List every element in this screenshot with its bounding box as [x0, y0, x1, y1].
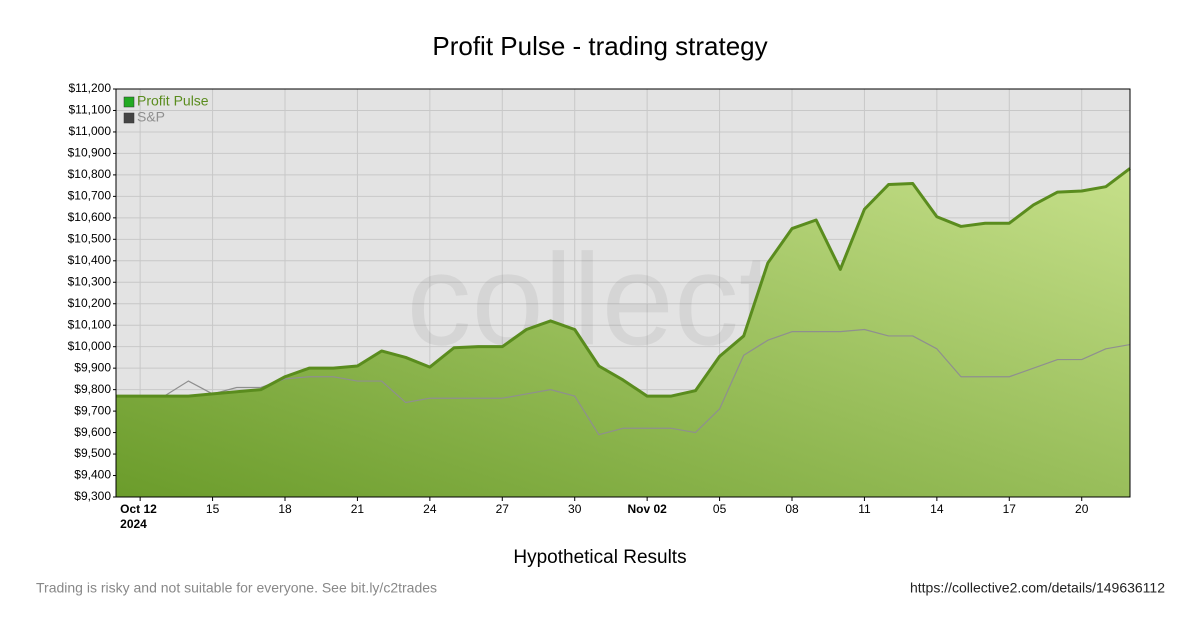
- legend-label: Profit Pulse: [137, 93, 209, 109]
- y-tick-label: $11,000: [69, 124, 112, 138]
- y-tick-label: $10,300: [68, 274, 112, 288]
- y-tick-label: $9,400: [74, 468, 111, 482]
- y-tick-label: $9,600: [74, 425, 111, 439]
- y-tick-label: $9,700: [74, 403, 111, 417]
- chart-title: Profit Pulse - trading strategy: [432, 31, 767, 61]
- y-tick-label: $10,800: [68, 167, 112, 181]
- x-tick-label: Oct 12: [120, 502, 157, 516]
- y-tick-label: $10,400: [68, 253, 112, 267]
- x-tick-label: 17: [1003, 502, 1017, 516]
- y-tick-label: $10,200: [68, 296, 112, 310]
- y-tick-label: $11,100: [69, 103, 112, 117]
- source-url: https://collective2.com/details/14963611…: [910, 580, 1165, 596]
- x-tick-label: 30: [568, 502, 582, 516]
- plot-frame: [115, 88, 1131, 498]
- x-tick-label: 14: [930, 502, 944, 516]
- y-tick-label: $10,100: [68, 317, 112, 331]
- x-tick-label: 05: [713, 502, 727, 516]
- y-tick-label: $10,700: [68, 189, 112, 203]
- y-tick-label: $11,200: [69, 81, 112, 95]
- x-tick-label: 15: [206, 502, 220, 516]
- x-tick-label: 21: [351, 502, 365, 516]
- series-line: [116, 167, 1131, 398]
- x-tick-label: 11: [858, 502, 871, 516]
- x-tick-label: 08: [785, 502, 799, 516]
- y-tick-label: $10,900: [68, 146, 112, 160]
- series-line: [116, 328, 1131, 436]
- area: [116, 168, 1130, 497]
- disclaimer: Trading is risky and not suitable for ev…: [36, 580, 437, 596]
- x-tick-label: Nov 02: [627, 502, 667, 516]
- y-tick-label: $9,500: [74, 446, 111, 460]
- y-tick-label: $9,800: [74, 382, 111, 396]
- y-tick-label: $10,500: [68, 231, 112, 245]
- legend-label: S&P: [137, 109, 165, 125]
- x-year-label: 2024: [120, 517, 147, 531]
- x-axis-label: Hypothetical Results: [513, 547, 686, 568]
- legend-swatch: [123, 96, 135, 108]
- y-tick-label: $9,900: [74, 360, 111, 374]
- x-tick-label: 24: [423, 502, 437, 516]
- y-tick-label: $10,600: [68, 210, 112, 224]
- x-tick-label: 20: [1075, 502, 1089, 516]
- x-tick-label: 27: [496, 502, 510, 516]
- legend-swatch: [123, 112, 135, 124]
- y-tick-label: $9,300: [74, 489, 111, 503]
- x-tick-label: 18: [278, 502, 292, 516]
- y-tick-label: $10,000: [68, 339, 112, 353]
